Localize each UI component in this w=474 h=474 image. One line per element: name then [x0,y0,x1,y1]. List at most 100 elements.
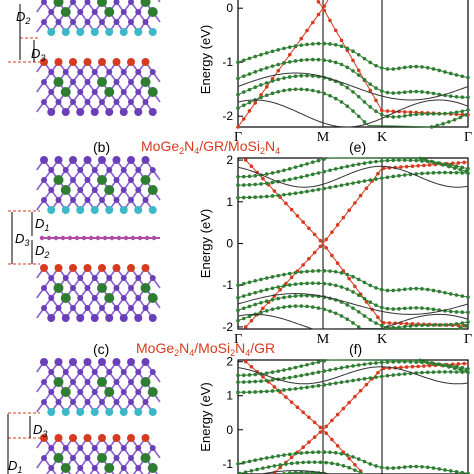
atom [112,264,121,272]
band-dot [270,49,275,54]
atom [91,389,98,395]
band-dot [368,160,373,165]
atom [84,99,91,105]
band-dot [287,75,292,79]
band-dot [247,304,252,309]
band-dot [454,293,459,297]
atom [135,275,142,281]
band-dot [316,90,321,94]
band-dot [353,284,357,289]
band-dot [316,306,321,310]
atom [98,156,106,164]
band-dot [443,111,447,116]
band-dot [293,74,298,79]
band-dot [351,378,355,383]
band-dot [425,465,430,470]
band-dot [310,269,315,273]
atom [77,295,84,301]
band-dot [374,286,378,290]
band-dot [347,208,351,213]
graphene-atom [144,235,150,241]
band-dot [416,164,420,168]
band-dot [236,373,240,378]
band-dot [270,389,275,393]
k-point-label: Γ [464,130,472,145]
band-line [274,429,363,474]
band-dot [333,167,338,171]
band-dot [391,91,396,95]
band-dot [420,90,424,94]
band-dot [447,365,451,369]
band-dot [236,183,240,187]
band-dot [324,431,328,436]
band-dot [402,114,407,118]
band-dot [443,290,447,295]
band-dot [241,460,246,465]
band-dot [241,58,246,63]
band-dot [454,470,459,474]
band-dot [364,186,369,191]
atom [70,399,76,405]
band-dot [425,171,430,175]
band-dot [330,437,334,442]
atom [98,58,106,66]
band-dot [376,370,380,375]
graphene-layer [39,235,160,241]
panel-c-title: MoGe2N4/MoSi2N4/GR [136,340,275,358]
band-dot [247,72,252,76]
band-dot [310,384,315,389]
band-dot [460,294,465,298]
band-dot [464,368,468,373]
band-dot [301,220,305,224]
atom [53,0,64,7]
band-dot [301,445,305,450]
band-line [237,99,469,128]
band-dot [351,274,355,279]
band-dot [402,372,407,376]
atom [77,445,84,451]
band-dot [420,370,424,375]
atom [104,87,115,97]
slab-c-bottom [36,434,161,474]
band-dot [282,61,286,65]
band-dot [278,463,282,467]
band-dot [284,462,288,466]
atom [76,28,85,36]
band-dot [353,201,357,205]
k-point-label: K [377,130,387,145]
band-dot [282,88,286,93]
band-dot [362,362,367,367]
y-tick-label: 1 [226,195,233,209]
band-dot [448,111,453,115]
band-dot [362,314,367,318]
band-dot [404,321,409,326]
band-dot [351,321,355,325]
atom [135,9,142,15]
band-dot [282,453,286,457]
band-dot [460,171,465,175]
band-dot [358,193,363,198]
band-dot [408,286,413,291]
atom [106,275,113,281]
band-dot [458,115,463,120]
band-dot [299,293,304,298]
band-dot [437,289,442,294]
band-dot [305,162,309,166]
bands [236,156,470,330]
band-line [316,0,329,8]
band-dot [368,317,373,322]
band-dot [249,468,254,473]
atom [113,455,120,461]
atom [77,167,84,173]
band-dot [264,371,269,375]
atom [60,463,71,473]
band-dot [247,100,252,105]
band-dot [276,388,281,393]
band-dot [307,460,311,464]
band-dot [420,306,424,310]
slab-c-top [36,358,161,416]
band-dot [368,361,373,366]
band-dot [282,46,286,51]
band-dot [454,310,459,314]
band-dot [282,192,286,197]
